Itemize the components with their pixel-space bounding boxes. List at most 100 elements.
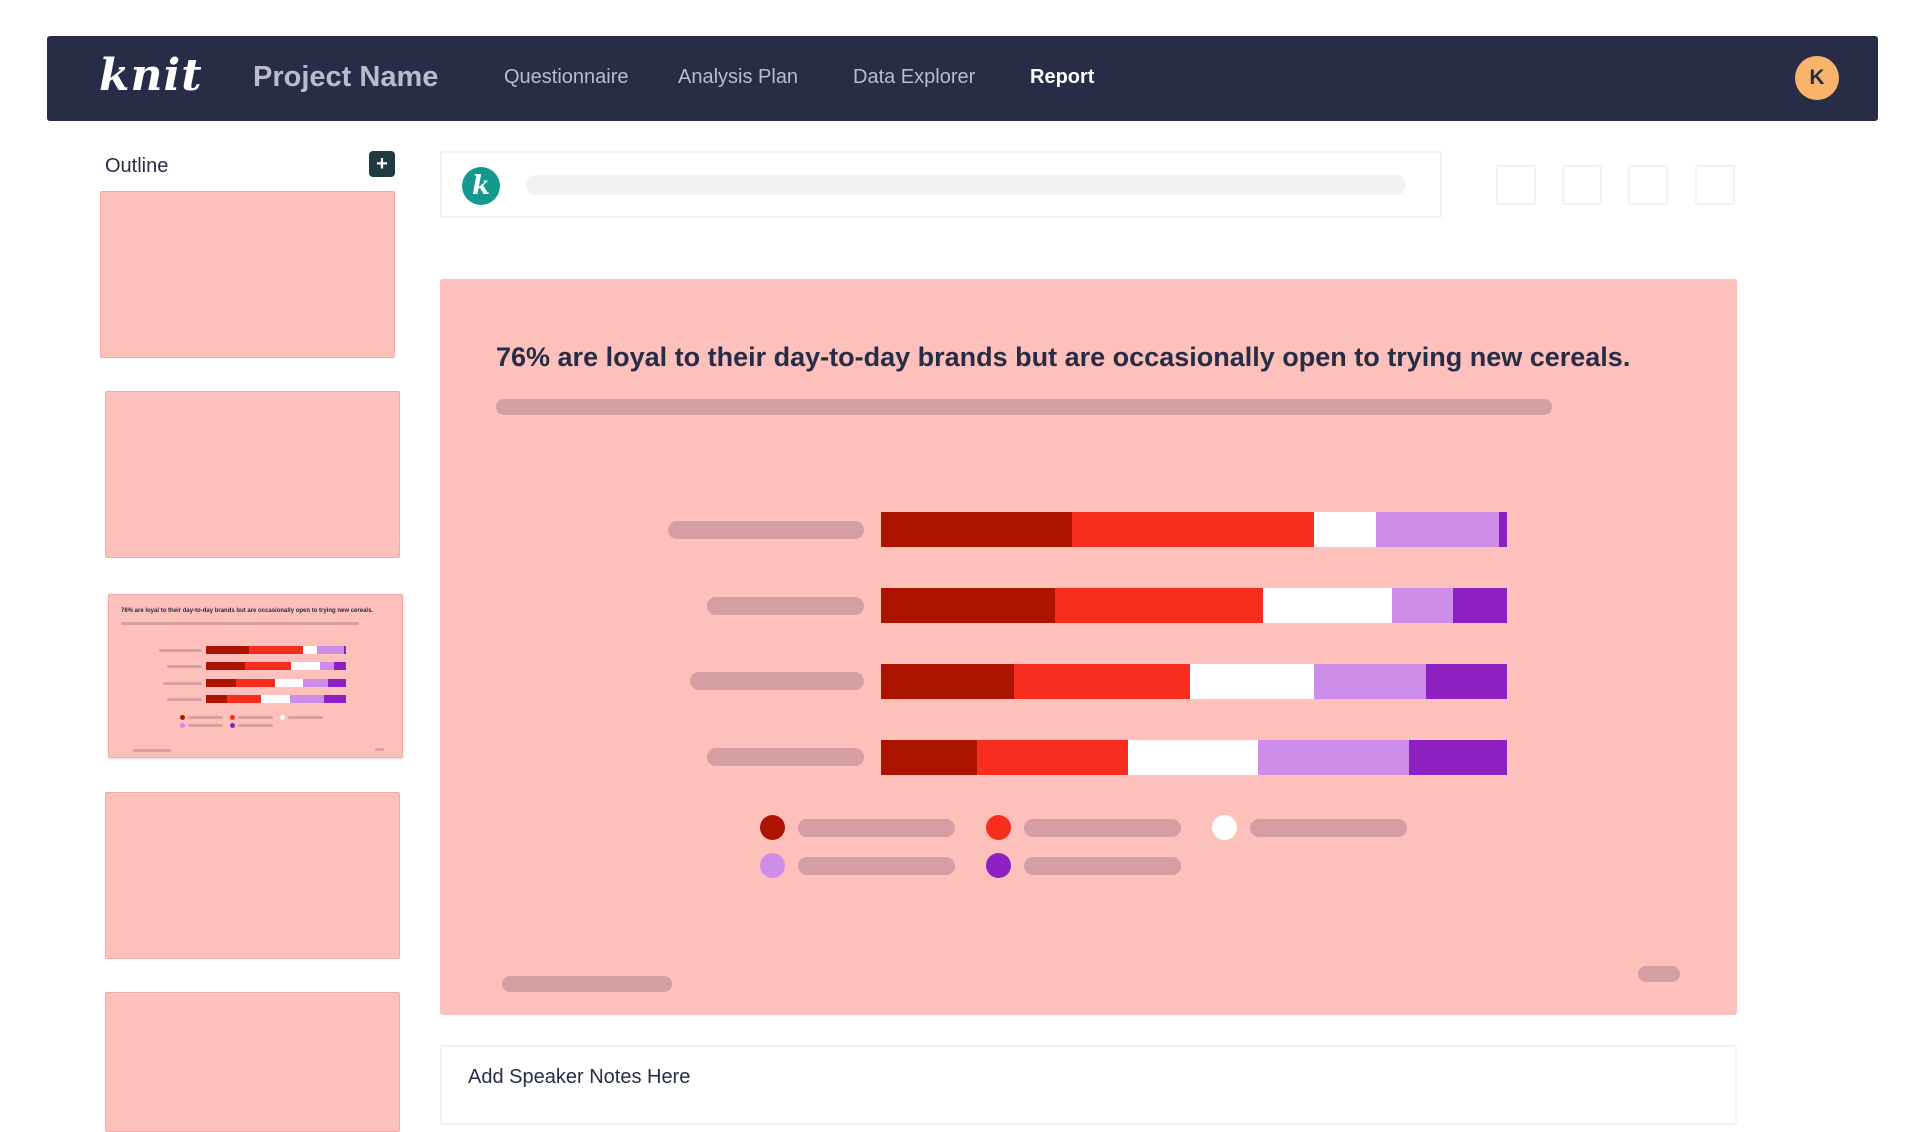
legend-dot — [986, 815, 1011, 840]
bar-segment-3 — [1314, 512, 1376, 547]
slide-canvas[interactable]: 76% are loyal to their day-to-day brands… — [440, 279, 1737, 1015]
stacked-bar — [881, 664, 1507, 699]
knit-assistant-icon[interactable]: k — [462, 167, 500, 205]
thumbnail-page-placeholder — [375, 748, 384, 751]
project-name[interactable]: Project Name — [253, 61, 439, 93]
thumbnail-legend-label — [188, 716, 223, 719]
bar-segment-2 — [1014, 664, 1191, 699]
toolbar-button-1[interactable] — [1496, 165, 1536, 205]
nav-tab-report[interactable]: Report — [1030, 66, 1095, 88]
speaker-notes-placeholder: Add Speaker Notes Here — [468, 1066, 691, 1088]
bar-segment-2 — [248, 646, 303, 654]
nav-tab-analysis-plan[interactable]: Analysis Plan — [678, 66, 799, 88]
bar-segment-1 — [206, 679, 236, 687]
legend-label-placeholder — [1024, 857, 1181, 875]
bar-segment-5 — [1409, 740, 1507, 775]
stacked-bar — [881, 740, 1507, 775]
bar-segment-3 — [261, 695, 291, 703]
bar-segment-1 — [881, 664, 1015, 699]
bar-segment-2 — [1071, 512, 1315, 547]
legend-label-placeholder — [1024, 819, 1181, 837]
thumbnail-subtitle-placeholder — [121, 622, 359, 625]
outline-title: Outline — [105, 155, 169, 177]
nav-tab-data-explorer[interactable]: Data Explorer — [853, 66, 976, 88]
stacked-bar — [881, 512, 1507, 547]
bar-segment-5 — [333, 662, 346, 670]
bar-segment-4 — [316, 646, 345, 654]
bar-segment-2 — [235, 679, 276, 687]
thumbnail-legend-dot — [230, 715, 235, 720]
bar-segment-3 — [302, 646, 317, 654]
thumbnail-legend-label — [188, 724, 223, 727]
assistant-prompt-input[interactable] — [526, 175, 1406, 195]
bar-segment-2 — [227, 695, 262, 703]
bar-segment-2 — [976, 740, 1129, 775]
slide-title[interactable]: 76% are loyal to their day-to-day brands… — [496, 342, 1631, 372]
toolbar-button-4[interactable] — [1695, 165, 1735, 205]
toolbar-button-2[interactable] — [1562, 165, 1602, 205]
thumbnail-row-label — [167, 698, 202, 701]
bar-segment-1 — [206, 662, 245, 670]
thumbnail-bar — [206, 662, 346, 670]
bar-label-placeholder — [668, 521, 864, 539]
legend-dot — [1212, 815, 1237, 840]
bar-segment-1 — [881, 740, 977, 775]
top-nav-bar: knit Project Name Questionnaire Analysis… — [47, 36, 1878, 121]
bar-label-placeholder — [690, 672, 864, 690]
assistant-prompt-box[interactable]: k — [440, 151, 1442, 218]
bar-segment-5 — [1498, 512, 1507, 547]
slide-thumbnail-5[interactable] — [105, 992, 400, 1132]
bar-segment-1 — [206, 646, 249, 654]
legend-label-placeholder — [798, 819, 955, 837]
bar-label-placeholder — [707, 597, 864, 615]
thumbnail-legend-dot — [230, 723, 235, 728]
slide-thumbnail-2[interactable] — [105, 391, 400, 558]
bar-segment-4 — [1392, 588, 1453, 623]
thumbnail-legend-label — [238, 716, 273, 719]
bar-segment-3 — [1128, 740, 1258, 775]
speaker-notes-box[interactable]: Add Speaker Notes Here — [440, 1045, 1737, 1125]
bar-segment-1 — [206, 695, 228, 703]
bar-segment-2 — [244, 662, 292, 670]
bar-segment-5 — [327, 679, 346, 687]
legend-label-placeholder — [1250, 819, 1407, 837]
thumbnail-legend-dot — [180, 715, 185, 720]
legend-dot — [760, 815, 785, 840]
thumbnail-legend-label — [238, 724, 273, 727]
slide-thumbnail-1[interactable] — [100, 191, 395, 358]
knit-logo[interactable]: knit — [99, 50, 203, 101]
toolbar-button-3[interactable] — [1628, 165, 1668, 205]
bar-segment-5 — [1452, 588, 1507, 623]
legend-dot — [986, 853, 1011, 878]
bar-segment-1 — [881, 588, 1056, 623]
thumbnail-bar — [206, 646, 346, 654]
bar-segment-4 — [320, 662, 334, 670]
slide-subtitle-placeholder — [496, 399, 1552, 415]
bar-segment-4 — [1257, 740, 1410, 775]
user-avatar[interactable]: K — [1795, 56, 1839, 100]
bar-segment-4 — [1375, 512, 1499, 547]
nav-tab-questionnaire[interactable]: Questionnaire — [504, 66, 629, 88]
bar-segment-2 — [1055, 588, 1263, 623]
bar-segment-3 — [1190, 664, 1315, 699]
slide-thumbnail-3[interactable]: 76% are loyal to their day-to-day brands… — [108, 594, 403, 758]
bar-segment-5 — [324, 695, 346, 703]
thumbnail-legend-dot — [280, 715, 285, 720]
thumbnail-row-label — [167, 665, 202, 668]
stacked-bar — [881, 588, 1507, 623]
add-slide-button[interactable]: + — [369, 151, 395, 177]
thumbnail-row-label — [163, 682, 202, 685]
thumbnail-bar — [206, 695, 346, 703]
thumbnail-bar — [206, 679, 346, 687]
thumbnail-legend-dot — [180, 723, 185, 728]
legend-label-placeholder — [798, 857, 955, 875]
bar-segment-3 — [291, 662, 321, 670]
slide-thumbnail-4[interactable] — [105, 792, 400, 959]
bar-segment-4 — [302, 679, 328, 687]
slide-page-number-placeholder — [1638, 966, 1680, 982]
slide-footer-placeholder — [502, 976, 672, 992]
thumbnail-row-label — [159, 649, 202, 652]
bar-segment-5 — [1425, 664, 1507, 699]
legend-dot — [760, 853, 785, 878]
bar-segment-5 — [344, 646, 346, 654]
